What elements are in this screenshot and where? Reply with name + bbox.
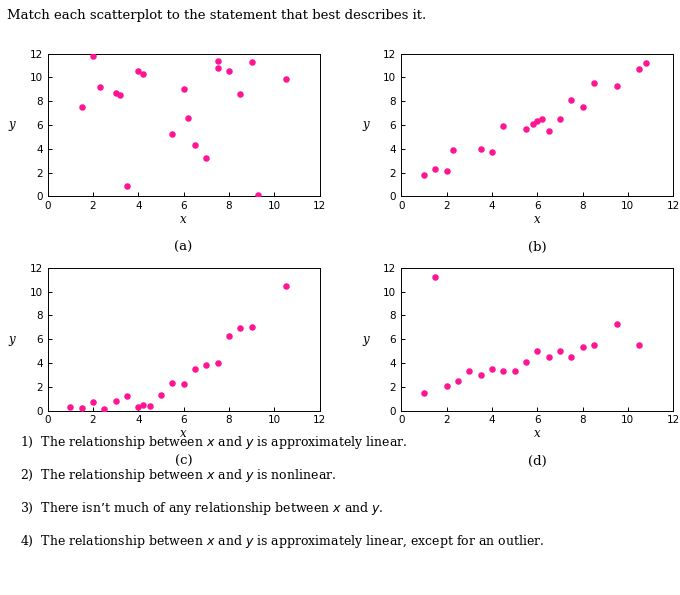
Point bbox=[122, 181, 133, 190]
Point bbox=[201, 154, 211, 163]
Text: (a): (a) bbox=[175, 241, 192, 254]
Point bbox=[486, 148, 497, 157]
Point bbox=[464, 367, 475, 376]
Text: 3)  There isn’t much of any relationship between $x$ and $y$.: 3) There isn’t much of any relationship … bbox=[20, 500, 384, 517]
Point bbox=[110, 396, 121, 406]
Point bbox=[144, 401, 155, 411]
Point bbox=[178, 84, 189, 94]
Point bbox=[430, 164, 441, 174]
Point bbox=[253, 190, 264, 200]
Point bbox=[137, 400, 148, 409]
Point bbox=[167, 130, 177, 139]
Point bbox=[88, 397, 99, 407]
Point bbox=[577, 102, 588, 112]
Text: 1)  The relationship between $x$ and $y$ is approximately linear.: 1) The relationship between $x$ and $y$ … bbox=[20, 434, 408, 452]
Point bbox=[190, 364, 201, 374]
Point bbox=[95, 82, 105, 92]
Point bbox=[634, 64, 645, 74]
Point bbox=[448, 145, 459, 155]
Point bbox=[190, 140, 201, 150]
Point bbox=[224, 67, 235, 76]
Point bbox=[588, 79, 599, 88]
Point bbox=[212, 358, 223, 368]
X-axis label: x: x bbox=[534, 212, 541, 226]
Point bbox=[498, 121, 509, 131]
Point bbox=[280, 281, 291, 290]
Point bbox=[486, 364, 497, 374]
X-axis label: x: x bbox=[180, 427, 187, 440]
Point bbox=[430, 273, 441, 282]
Point bbox=[520, 124, 531, 133]
Point bbox=[554, 346, 565, 356]
Text: (d): (d) bbox=[528, 455, 547, 468]
Point bbox=[235, 89, 245, 99]
Point bbox=[76, 403, 87, 413]
Text: 2)  The relationship between $x$ and $y$ is nonlinear.: 2) The relationship between $x$ and $y$ … bbox=[20, 467, 337, 484]
Point bbox=[520, 357, 531, 367]
Text: 4)  The relationship between $x$ and $y$ is approximately linear, except for an : 4) The relationship between $x$ and $y$ … bbox=[20, 533, 545, 550]
Point bbox=[178, 380, 189, 389]
Point bbox=[418, 170, 429, 180]
X-axis label: x: x bbox=[534, 427, 541, 440]
Y-axis label: y: y bbox=[362, 333, 369, 346]
Point bbox=[110, 88, 121, 98]
Point bbox=[475, 144, 486, 154]
X-axis label: x: x bbox=[180, 212, 187, 226]
Point bbox=[634, 340, 645, 350]
Point bbox=[418, 388, 429, 397]
Y-axis label: y: y bbox=[9, 333, 16, 346]
Point bbox=[532, 117, 543, 126]
Point bbox=[441, 167, 452, 176]
Point bbox=[246, 57, 257, 67]
Point bbox=[532, 346, 543, 356]
Point bbox=[133, 67, 143, 76]
Point bbox=[554, 114, 565, 124]
Point bbox=[88, 51, 99, 61]
Point bbox=[577, 343, 588, 352]
Point bbox=[537, 114, 547, 124]
Point bbox=[224, 331, 235, 340]
Y-axis label: y: y bbox=[362, 118, 369, 131]
Point bbox=[611, 319, 622, 328]
Point bbox=[509, 367, 520, 376]
Y-axis label: y: y bbox=[9, 118, 16, 131]
Point bbox=[212, 63, 223, 73]
Point bbox=[137, 69, 148, 79]
Point bbox=[156, 390, 167, 400]
Point bbox=[475, 370, 486, 380]
Text: (c): (c) bbox=[175, 455, 192, 468]
Point bbox=[65, 402, 75, 412]
Point bbox=[76, 102, 87, 112]
Point bbox=[498, 367, 509, 376]
Point bbox=[201, 361, 211, 370]
Point bbox=[167, 378, 177, 388]
Point bbox=[99, 404, 109, 414]
Point bbox=[212, 56, 223, 65]
Point bbox=[280, 74, 291, 83]
Point bbox=[588, 340, 599, 350]
Point bbox=[566, 95, 577, 105]
Point bbox=[441, 381, 452, 390]
Point bbox=[246, 322, 257, 332]
Point bbox=[543, 352, 554, 362]
Text: Match each scatterplot to the statement that best describes it.: Match each scatterplot to the statement … bbox=[7, 9, 426, 22]
Point bbox=[527, 119, 538, 129]
Point bbox=[183, 113, 194, 123]
Point bbox=[611, 81, 622, 90]
Point bbox=[115, 90, 126, 100]
Point bbox=[133, 402, 143, 412]
Point bbox=[452, 376, 463, 386]
Point bbox=[566, 352, 577, 362]
Point bbox=[235, 324, 245, 333]
Point bbox=[543, 126, 554, 136]
Text: (b): (b) bbox=[528, 241, 547, 254]
Point bbox=[641, 58, 651, 68]
Point bbox=[122, 392, 133, 401]
